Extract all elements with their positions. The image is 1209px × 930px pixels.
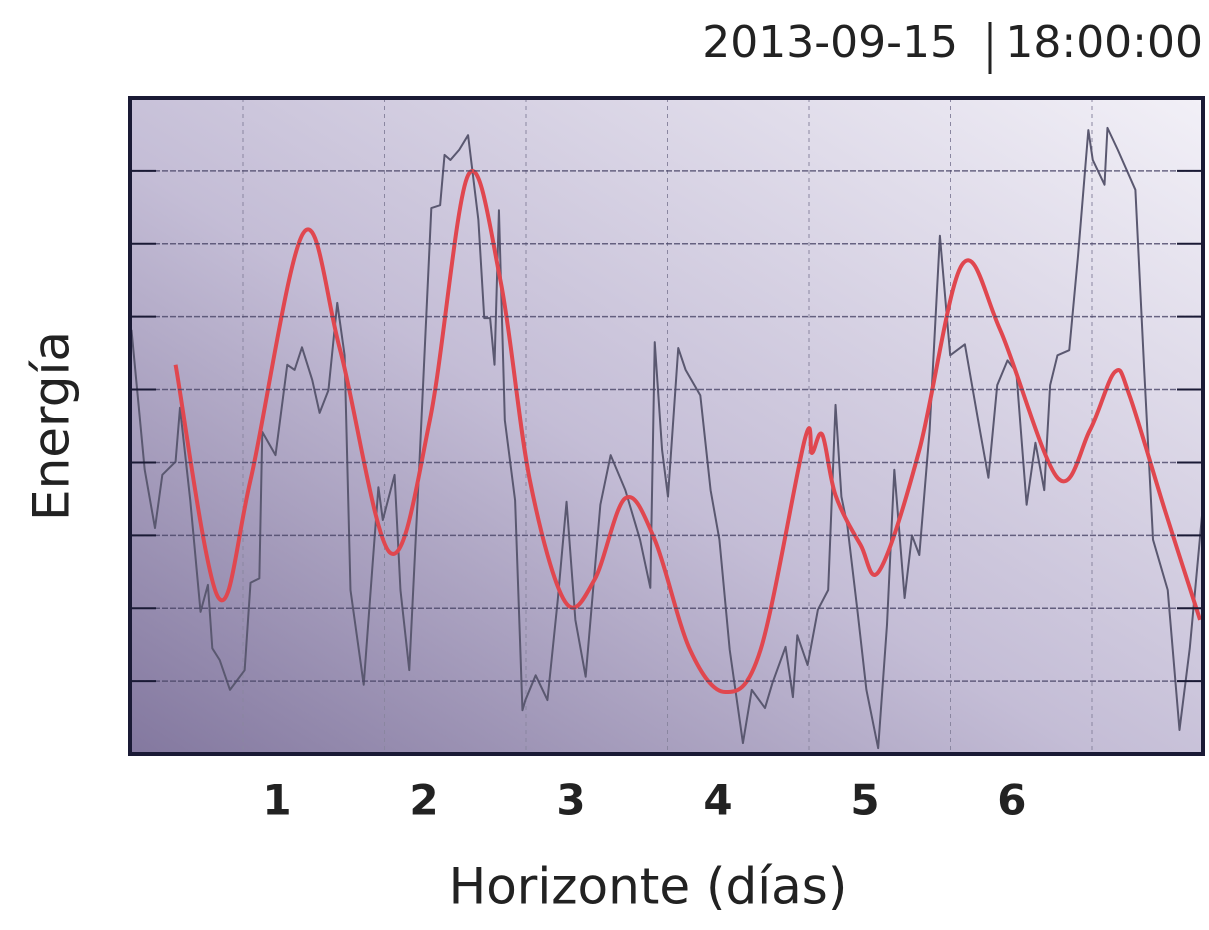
plot-area bbox=[130, 98, 1203, 754]
x-tick-label: 5 bbox=[850, 776, 879, 825]
x-axis-label: Horizonte (días) bbox=[449, 858, 848, 916]
x-tick-label: 2 bbox=[409, 776, 438, 825]
plot-background bbox=[130, 98, 1203, 754]
smooth-line bbox=[173, 169, 1202, 695]
x-tick-label: 4 bbox=[703, 776, 732, 825]
x-tick-label: 3 bbox=[556, 776, 585, 825]
x-tick-label: 1 bbox=[262, 776, 291, 825]
y-axis-label: Energía bbox=[23, 331, 81, 521]
time: 18:00:00 bbox=[1005, 17, 1203, 68]
plot-border bbox=[128, 96, 1205, 756]
x-tick-label: 6 bbox=[997, 776, 1026, 825]
date: 2013-09-15 bbox=[702, 17, 958, 68]
